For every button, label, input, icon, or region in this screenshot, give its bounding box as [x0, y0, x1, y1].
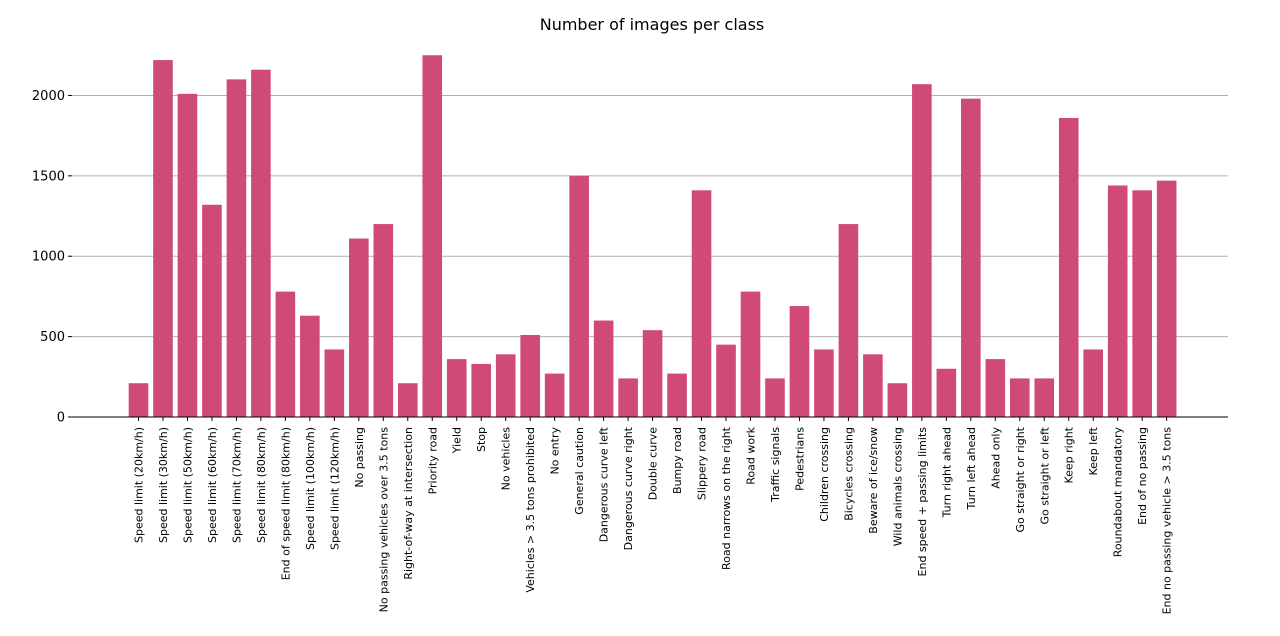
bar	[887, 383, 908, 417]
x-tick-label: Go straight or left	[1038, 426, 1051, 524]
bar	[349, 238, 369, 417]
x-tick-label: End of speed limit (80km/h)	[279, 427, 292, 580]
bar	[1107, 185, 1128, 417]
bar	[422, 55, 443, 418]
x-tick-label: Speed limit (70km/h)	[230, 427, 243, 543]
bar	[446, 359, 467, 417]
bar	[618, 378, 638, 417]
x-tick-label: Roundabout mandatory	[1112, 427, 1125, 558]
bar	[863, 354, 883, 417]
x-tick-labels: Speed limit (20km/h) Speed limit (30km/h)…	[133, 426, 1174, 614]
x-tick-label: No passing vehicles over 3.5 tons	[377, 427, 390, 613]
x-tick-label: General caution	[573, 427, 586, 515]
x-tick-label: No vehicles	[500, 427, 513, 491]
x-tick-label: Slippery road	[696, 427, 709, 500]
bar	[985, 359, 1006, 417]
bar	[1083, 349, 1104, 417]
x-tick-label: Pedestrians	[793, 427, 806, 491]
x-tick-label: Double curve	[647, 427, 660, 501]
bar	[642, 330, 663, 417]
bar	[667, 373, 687, 417]
x-tick-label: Speed limit (100km/h)	[304, 427, 317, 550]
x-tick-label: Speed limit (60km/h)	[206, 427, 219, 543]
x-tick-label: Bumpy road	[671, 427, 684, 494]
bar	[765, 378, 785, 417]
bar	[471, 363, 492, 417]
x-tick-label: Speed limit (20km/h)	[133, 427, 146, 543]
axes	[68, 94, 1228, 421]
y-tick-label: 2000	[32, 89, 65, 104]
x-tick-label: Keep left	[1087, 426, 1100, 475]
bar	[324, 349, 345, 417]
x-tick-label: Turn left ahead	[965, 427, 978, 510]
bar	[740, 291, 761, 417]
bar	[495, 354, 516, 417]
bar	[1156, 180, 1177, 417]
bar	[1034, 378, 1055, 417]
x-tick-label: Road narrows on the right	[720, 426, 733, 570]
x-tick-label: End speed + passing limits	[916, 427, 929, 577]
bar	[1058, 117, 1079, 417]
x-tick-label: Children crossing	[818, 427, 831, 522]
bar	[593, 320, 614, 417]
x-tick-label: Right-of-way at intersection	[402, 427, 415, 580]
y-tick-label: 500	[40, 330, 65, 345]
x-tick-label: Ahead only	[989, 427, 1002, 489]
bar	[275, 291, 296, 417]
x-tick-label: End of no passing	[1136, 427, 1149, 525]
bar	[520, 335, 540, 417]
bar	[716, 344, 736, 417]
x-tick-label: Keep right	[1063, 426, 1076, 483]
bar	[789, 306, 810, 417]
x-tick-label: No passing	[353, 427, 366, 488]
x-tick-label: Beware of ice/snow	[867, 427, 880, 534]
bar	[153, 60, 173, 418]
bar	[226, 79, 247, 417]
bar	[177, 93, 198, 417]
x-tick-label: Dangerous curve left	[598, 426, 611, 542]
bar	[936, 368, 957, 417]
x-tick-label: Go straight or right	[1014, 426, 1027, 532]
bar	[397, 383, 418, 417]
bars	[128, 55, 1177, 418]
bar	[251, 69, 271, 418]
x-tick-label: Speed limit (50km/h)	[181, 427, 194, 543]
x-tick-label: Road work	[745, 426, 758, 484]
y-tick-label: 0	[57, 411, 65, 426]
bar	[373, 224, 394, 417]
x-tick-label: Speed limit (30km/h)	[157, 427, 170, 543]
bar	[691, 190, 712, 417]
x-tick-label: Traffic signals	[769, 427, 782, 503]
bar	[300, 315, 320, 417]
y-tick-label: 1500	[32, 169, 65, 184]
x-tick-label: Speed limit (80km/h)	[255, 427, 268, 543]
y-tick-label: 1000	[32, 250, 65, 265]
x-tick-label: Wild animals crossing	[891, 427, 904, 546]
x-tick-label: Speed limit (120km/h)	[328, 427, 341, 550]
x-tick-label: No entry	[549, 427, 562, 475]
x-tick-label: Stop	[475, 427, 488, 452]
bar	[814, 349, 834, 417]
x-tick-label: Yield	[451, 427, 464, 454]
bar	[961, 98, 981, 418]
bar	[202, 204, 222, 417]
bar	[1132, 190, 1152, 417]
x-tick-label: End no passing vehicle > 3.5 tons	[1161, 427, 1174, 615]
x-tick-label: Vehicles > 3.5 tons prohibited	[524, 427, 537, 593]
bar	[544, 373, 565, 417]
y-tick-labels: 0 500 1000 1500 2000	[32, 89, 65, 426]
x-tick-label: Bicycles crossing	[842, 427, 855, 521]
bar	[838, 224, 859, 417]
bar	[1009, 378, 1030, 417]
chart-title: Number of images per class	[540, 15, 765, 34]
bar	[569, 175, 589, 417]
x-tick-label: Priority road	[426, 427, 439, 494]
bar	[912, 84, 932, 417]
bar	[128, 383, 149, 417]
x-tick-label: Dangerous curve right	[622, 426, 635, 550]
x-tick-label: Turn right ahead	[940, 427, 953, 518]
